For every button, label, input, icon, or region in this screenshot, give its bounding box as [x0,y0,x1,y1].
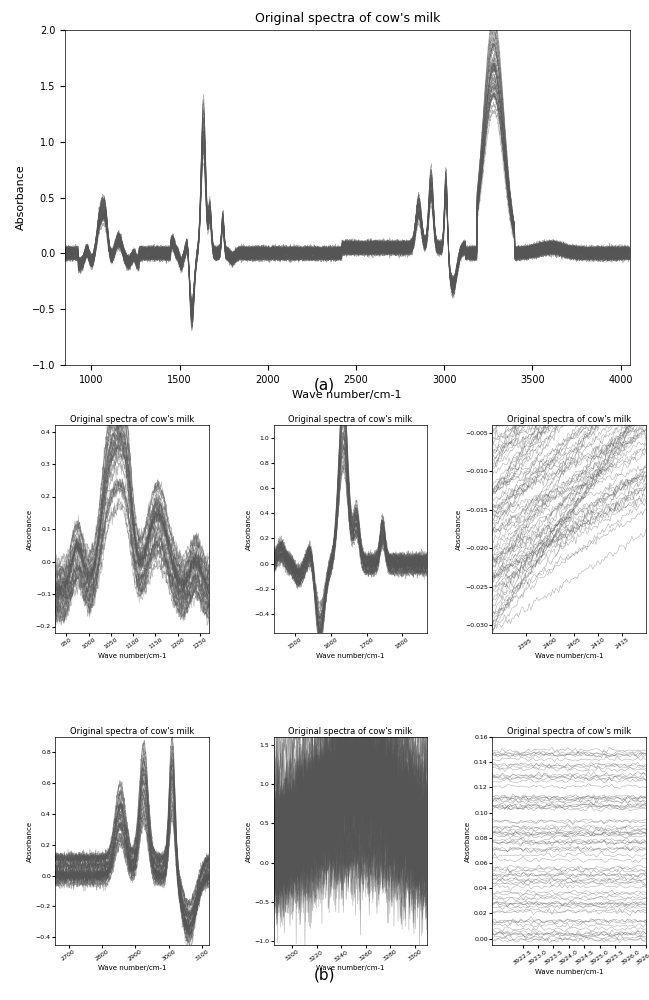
Title: Original spectra of cow's milk: Original spectra of cow's milk [254,12,440,25]
Title: Original spectra of cow's milk: Original spectra of cow's milk [507,727,631,736]
X-axis label: Wave number/cm-1: Wave number/cm-1 [98,653,166,659]
X-axis label: Wave number/cm-1: Wave number/cm-1 [535,653,603,659]
Text: (a): (a) [314,377,335,392]
Y-axis label: Absorbance: Absorbance [245,508,252,550]
X-axis label: Wave number/cm-1: Wave number/cm-1 [293,390,402,400]
Title: Original spectra of cow's milk: Original spectra of cow's milk [70,727,194,736]
X-axis label: Wave number/cm-1: Wave number/cm-1 [316,965,385,971]
Y-axis label: Absorbance: Absorbance [456,508,462,550]
Y-axis label: Absorbance: Absorbance [27,508,33,550]
X-axis label: Wave number/cm-1: Wave number/cm-1 [316,653,385,659]
Title: Original spectra of cow's milk: Original spectra of cow's milk [70,415,194,424]
X-axis label: Wave number/cm-1: Wave number/cm-1 [98,965,166,971]
Y-axis label: Absorbance: Absorbance [465,820,471,862]
Title: Original spectra of cow's milk: Original spectra of cow's milk [288,727,413,736]
Text: (b): (b) [313,968,336,982]
Y-axis label: Absorbance: Absorbance [27,820,33,862]
X-axis label: Wave number/cm-1: Wave number/cm-1 [535,969,603,975]
Title: Original spectra of cow's milk: Original spectra of cow's milk [288,415,413,424]
Y-axis label: Absorbance: Absorbance [245,820,252,862]
Y-axis label: Absorbance: Absorbance [16,165,26,230]
Title: Original spectra of cow's milk: Original spectra of cow's milk [507,415,631,424]
